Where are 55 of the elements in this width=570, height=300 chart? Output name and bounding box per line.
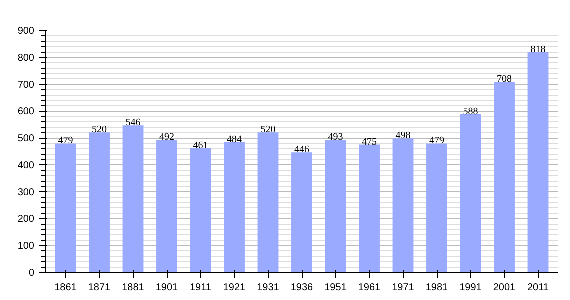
x-tick-label: 1951: [324, 282, 348, 294]
x-tick-label: 1936: [290, 282, 314, 294]
data-label: 484: [227, 134, 242, 146]
data-label: 520: [92, 124, 107, 136]
y-tick-label: 300: [18, 187, 35, 198]
data-label: 461: [193, 140, 208, 152]
data-label: 475: [362, 136, 377, 148]
data-label: 493: [328, 132, 344, 143]
bar: [392, 138, 414, 272]
x-tick-label: 1931: [257, 282, 280, 294]
x-tick-label: 2001: [493, 282, 516, 294]
y-tick-label: 900: [18, 26, 35, 37]
bar: [359, 144, 380, 272]
y-tick-label: 400: [18, 160, 35, 172]
y-tick-label: 0: [28, 268, 35, 279]
y-tick-label: 800: [18, 52, 35, 64]
bar: [55, 144, 76, 272]
data-label: 498: [396, 130, 411, 142]
bar: [224, 142, 245, 272]
bar: [528, 52, 549, 272]
y-tick-label: 600: [18, 106, 35, 118]
data-label: 492: [160, 132, 174, 144]
x-tick-label: 1921: [223, 282, 246, 294]
x-tick-label: 2011: [528, 282, 550, 294]
x-tick-label: 1981: [426, 282, 449, 294]
data-label: 818: [530, 44, 546, 56]
x-tick-label: 1901: [156, 282, 179, 294]
y-tick-label: 500: [18, 134, 35, 145]
bar: [494, 82, 515, 272]
data-label: 588: [463, 106, 478, 118]
y-tick-label: 200: [18, 214, 35, 226]
x-tick-label: 1991: [460, 282, 482, 294]
bar: [325, 140, 346, 272]
x-tick-label: 1911: [190, 282, 212, 294]
data-label: 479: [58, 136, 74, 147]
bar: [258, 132, 279, 272]
data-label: 708: [497, 74, 512, 86]
data-label: 520: [260, 124, 276, 136]
bar: [122, 126, 144, 272]
bar: [156, 140, 178, 272]
bar: [460, 114, 482, 272]
bar: [89, 132, 110, 272]
bar: [426, 144, 448, 272]
bar: [292, 152, 312, 272]
x-tick-label: 1961: [358, 282, 382, 294]
x-tick-label: 1871: [88, 282, 112, 294]
x-tick-label: 1861: [54, 282, 78, 294]
bar: [190, 148, 212, 272]
data-label: 479: [430, 136, 444, 147]
x-tick-label: 1971: [392, 282, 415, 294]
data-label: 546: [126, 118, 141, 129]
y-tick-label: 100: [18, 241, 35, 252]
data-label: 446: [294, 144, 310, 156]
y-tick-label: 700: [18, 80, 35, 91]
x-tick-label: 1881: [122, 282, 145, 294]
